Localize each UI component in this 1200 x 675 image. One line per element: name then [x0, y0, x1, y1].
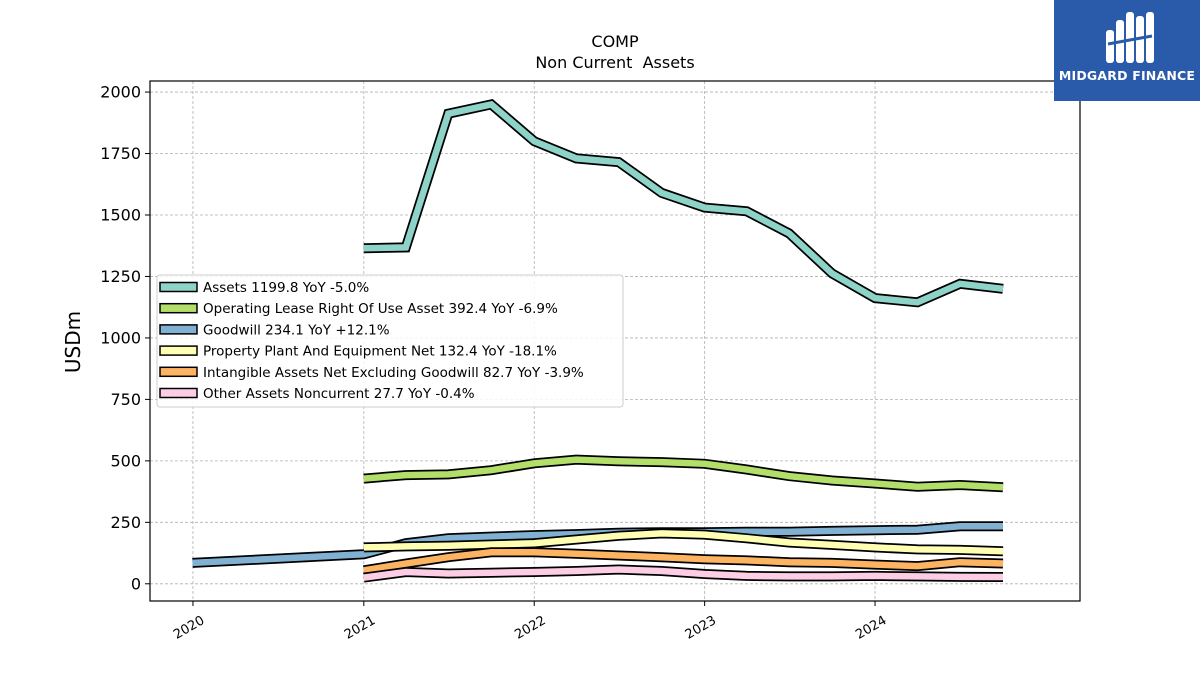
- x-tick-label: 2021: [342, 613, 378, 643]
- y-axis: 0 250 500 750 1000 1250 1500 1750 2000: [100, 83, 150, 593]
- legend-label-5: Intangible Assets Net Excluding Goodwill…: [203, 365, 584, 381]
- legend-swatch-5: [159, 366, 198, 378]
- legend: Assets 1199.8 YoY -5.0% Operating Lease R…: [156, 274, 624, 408]
- legend-label-2: Operating Lease Right Of Use Asset 392.4…: [203, 301, 558, 317]
- series-line-1: [363, 100, 1004, 306]
- y-tick-label: 1500: [100, 205, 141, 224]
- series-group: [192, 98, 1004, 583]
- legend-label-4: Property Plant And Equipment Net 132.4 Y…: [203, 344, 557, 360]
- legend-label-3: Goodwill 234.1 YoY +12.1%: [203, 322, 390, 338]
- series-line-4: [363, 530, 1004, 555]
- legend-swatch-6: [159, 387, 198, 399]
- y-tick-label: 500: [110, 451, 141, 470]
- series-line-2: [363, 456, 1004, 491]
- legend-label-1: Assets 1199.8 YoY -5.0%: [203, 280, 369, 296]
- y-tick-label: 1250: [100, 267, 141, 286]
- series-line-6: [363, 566, 1004, 581]
- y-tick-label: 250: [110, 513, 141, 532]
- x-tick-label: 2024: [853, 613, 889, 643]
- y-tick-label: 2000: [100, 83, 141, 102]
- plot-frame: [149, 80, 1081, 602]
- logo-mark-icon: [1106, 12, 1154, 63]
- y-axis-label: USDm: [61, 311, 85, 373]
- legend-swatch-3: [159, 324, 198, 335]
- chart-title: COMP: [591, 32, 639, 51]
- y-tick-label: 0: [131, 574, 141, 593]
- x-tick-label: 2020: [171, 613, 207, 643]
- logo-text: MIDGARD FINANCE: [1058, 68, 1196, 83]
- chart-subtitle: Non Current Assets: [535, 53, 694, 72]
- legend-swatch-2: [159, 302, 198, 314]
- legend-swatch-4: [159, 345, 198, 356]
- legend-box: [156, 274, 624, 408]
- y-tick-label: 750: [110, 390, 141, 409]
- y-tick-label: 1750: [100, 144, 141, 163]
- x-tick-label: 2022: [512, 613, 548, 643]
- series-line-5: [363, 549, 1004, 574]
- legend-swatch-1: [159, 281, 198, 293]
- x-axis: 2020 2021 2022 2023 2024: [171, 601, 889, 643]
- x-tick-label: 2023: [683, 613, 719, 643]
- midgard-finance-logo: MIDGARD FINANCE: [1054, 0, 1200, 101]
- y-tick-label: 1000: [100, 328, 141, 347]
- legend-label-6: Other Assets Noncurrent 27.7 YoY -0.4%: [203, 386, 475, 402]
